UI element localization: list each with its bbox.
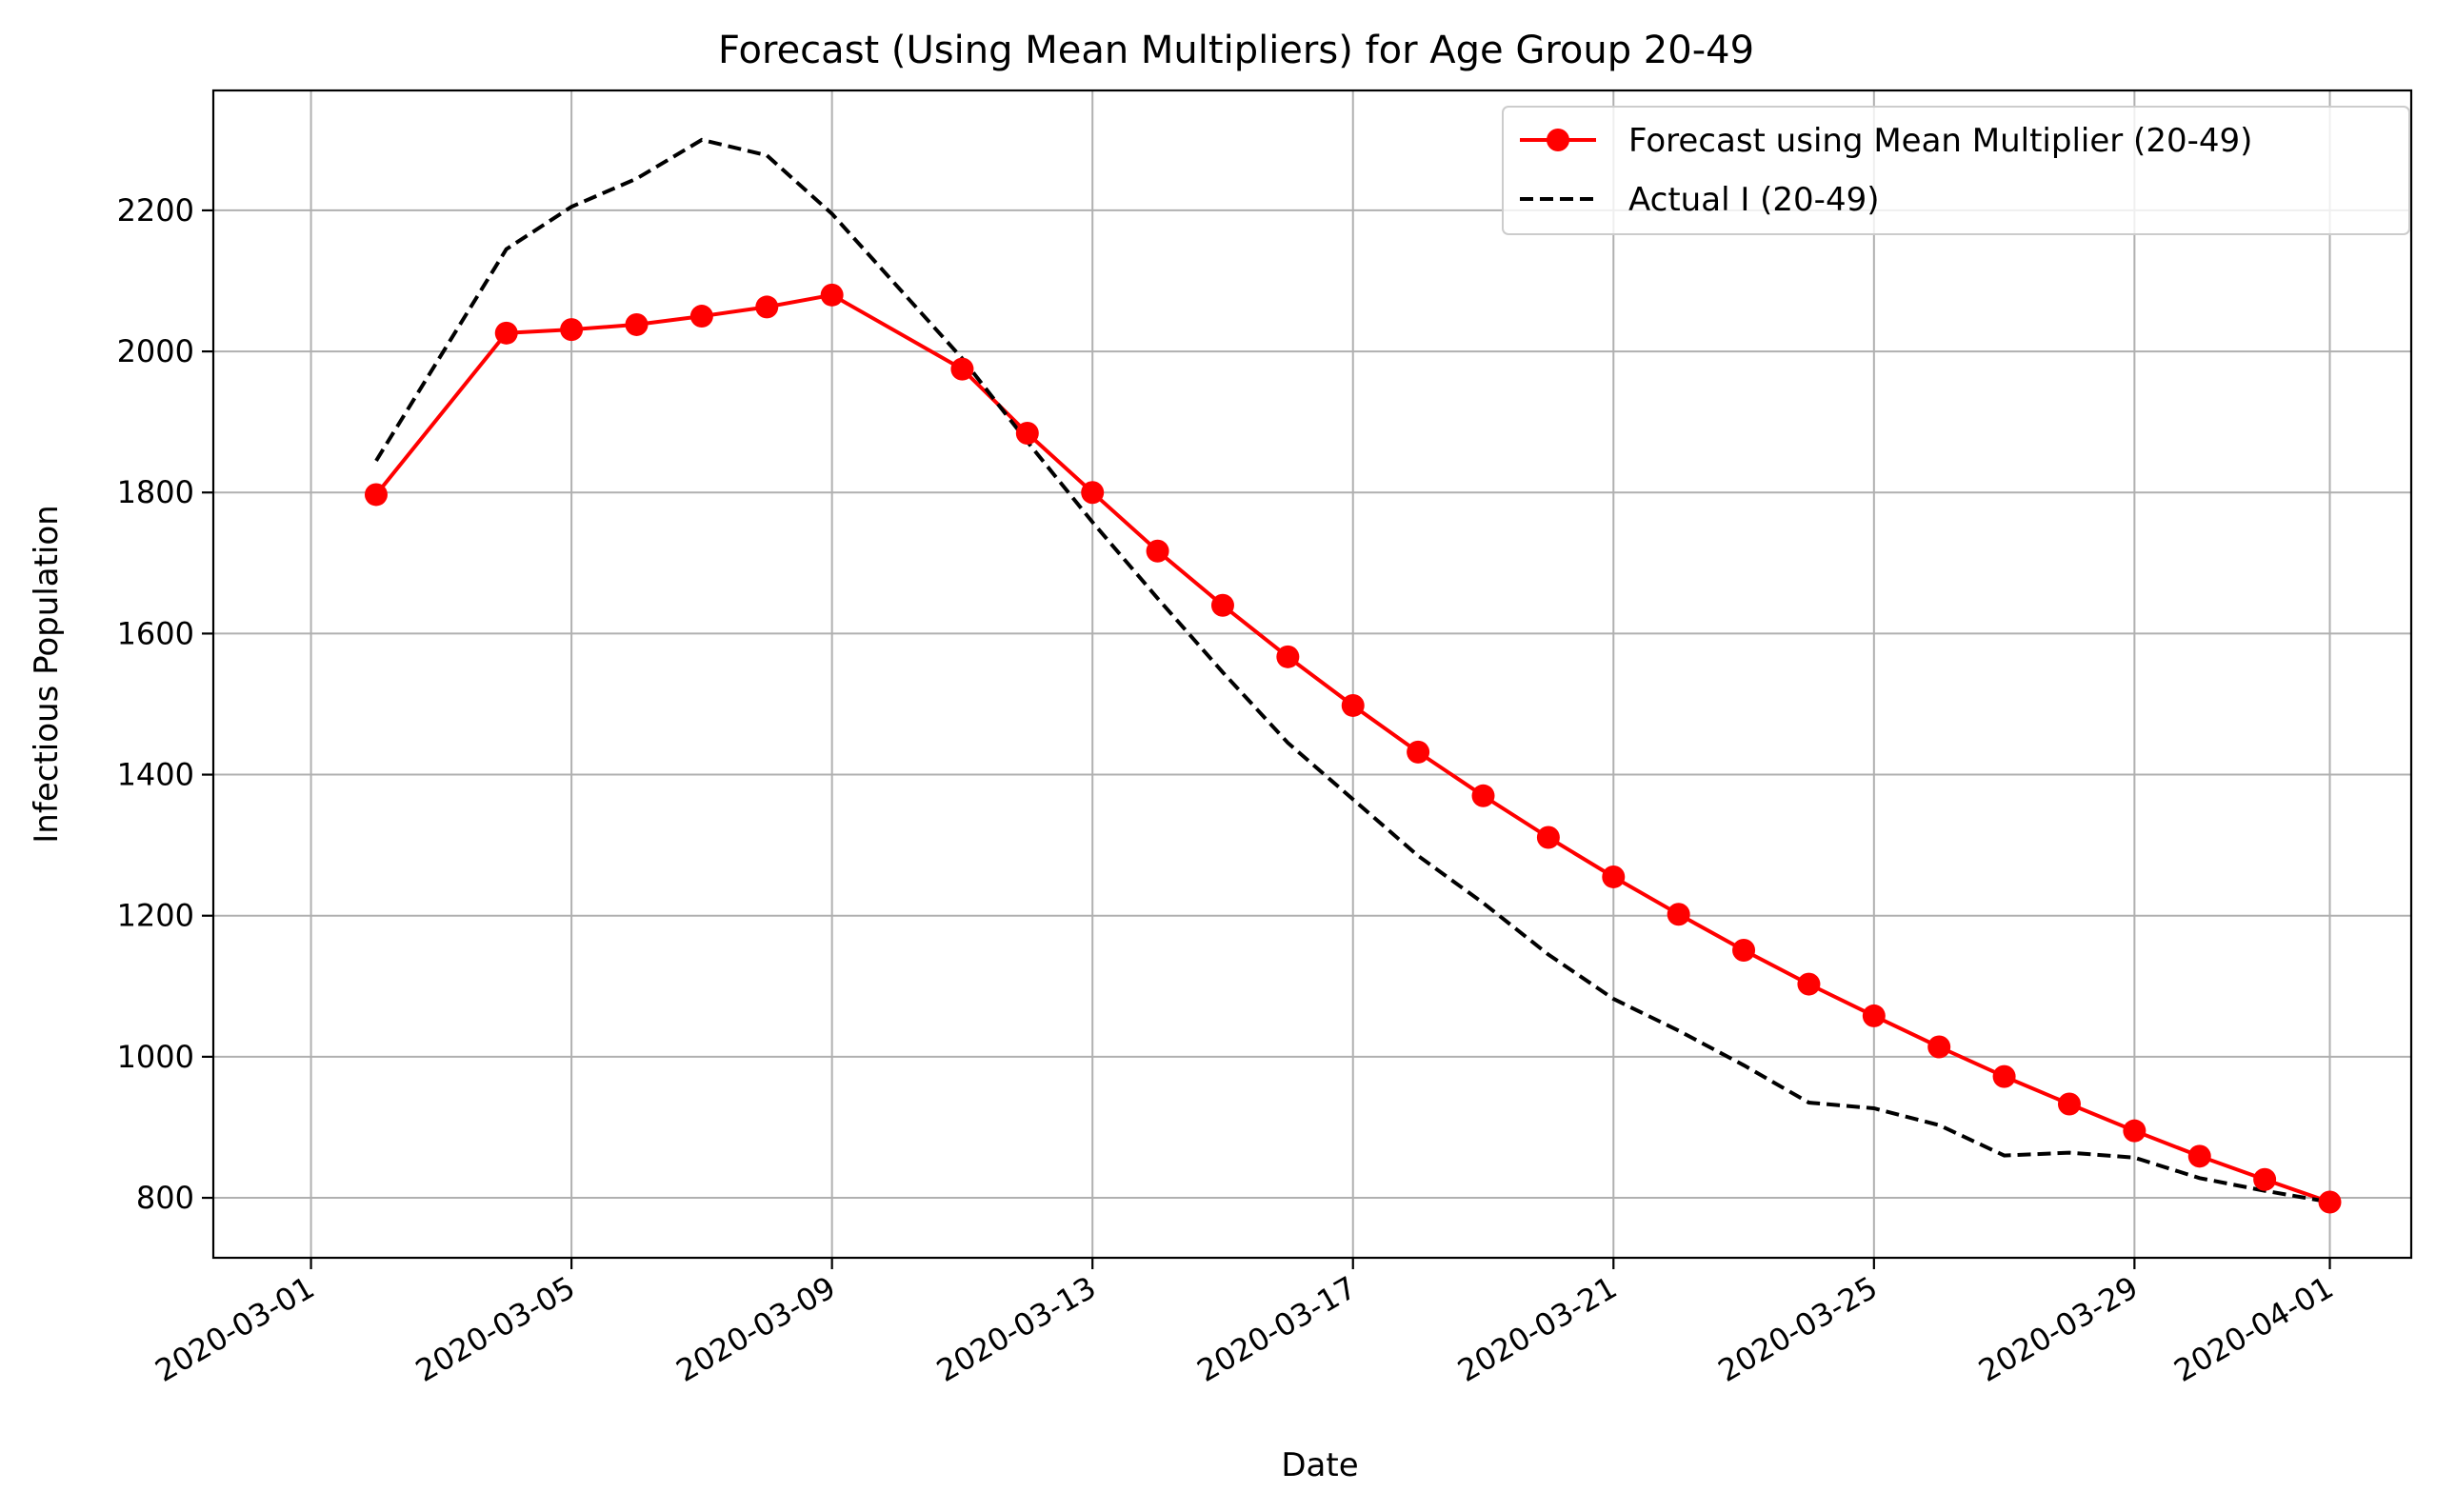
x-tick-label: 2020-03-13 — [930, 1269, 1102, 1389]
actual-line — [374, 137, 2330, 1204]
plot-frame — [211, 89, 2413, 1260]
forecast-point — [625, 312, 649, 336]
forecast-point — [1081, 481, 1105, 505]
forecast-point — [1146, 539, 1169, 563]
grid-lines — [213, 90, 2411, 1258]
x-tick-label: 2020-04-01 — [2167, 1269, 2339, 1389]
forecast-point — [364, 483, 388, 507]
forecast-point — [689, 305, 713, 328]
y-tick-label: 2000 — [117, 333, 194, 369]
forecast-point — [950, 357, 974, 381]
forecast-point — [2318, 1190, 2342, 1214]
forecast-point — [1602, 865, 1626, 888]
legend: Forecast using Mean Multiplier (20-49) A… — [1502, 106, 2410, 235]
legend-label-actual: Actual I (20-49) — [1628, 181, 1879, 219]
x-tick-label: 2020-03-05 — [409, 1269, 581, 1389]
y-tick-label: 2200 — [117, 192, 194, 229]
y-tick-label: 1000 — [117, 1039, 194, 1075]
forecast-point — [2057, 1092, 2081, 1116]
forecast-point — [1927, 1035, 1951, 1059]
forecast-point — [755, 295, 779, 319]
forecast-point — [1015, 422, 1039, 446]
forecast-point — [1667, 903, 1690, 926]
forecast-point — [2123, 1119, 2147, 1143]
forecast-point — [2253, 1167, 2277, 1191]
x-tick-label: 2020-03-21 — [1451, 1269, 1623, 1389]
x-tick-label: 2020-03-25 — [1712, 1269, 1884, 1389]
forecast-point — [1276, 645, 1300, 668]
legend-marker-forecast — [1547, 129, 1569, 151]
forecast-point — [1341, 693, 1365, 717]
forecast-point — [820, 283, 844, 307]
forecast-point — [1471, 784, 1495, 807]
forecast-point — [560, 318, 584, 342]
forecast-point — [1407, 740, 1430, 764]
x-tick-label: 2020-03-01 — [150, 1269, 321, 1389]
forecast-point — [1797, 972, 1821, 996]
y-tick-label: 800 — [136, 1180, 194, 1216]
y-tick-label: 1200 — [117, 898, 194, 934]
x-tick-label: 2020-03-29 — [1972, 1269, 2144, 1389]
x-axis-label: Date — [1281, 1446, 1358, 1484]
y-tick-label: 1800 — [117, 474, 194, 510]
y-axis-label: Infectious Population — [28, 505, 66, 843]
y-tick-label: 1400 — [117, 757, 194, 793]
forecast-point — [2187, 1144, 2211, 1168]
forecast-point — [1732, 939, 1756, 963]
forecast-point — [1992, 1064, 2016, 1088]
x-tick-label: 2020-03-17 — [1191, 1269, 1363, 1389]
series-layer — [364, 137, 2342, 1214]
legend-box — [1502, 106, 2410, 235]
forecast-point — [494, 321, 518, 345]
forecast-point — [1210, 593, 1234, 617]
x-tick-label: 2020-03-09 — [670, 1269, 842, 1389]
legend-label-forecast: Forecast using Mean Multiplier (20-49) — [1628, 122, 2252, 160]
chart-title: Forecast (Using Mean Multipliers) for Ag… — [718, 29, 1754, 72]
axes: 2020-03-01 2020-03-05 2020-03-09 2020-03-13… — [117, 89, 2413, 1389]
forecast-point — [1536, 826, 1560, 849]
y-tick-label: 1600 — [117, 615, 194, 651]
forecast-point — [1862, 1004, 1886, 1027]
